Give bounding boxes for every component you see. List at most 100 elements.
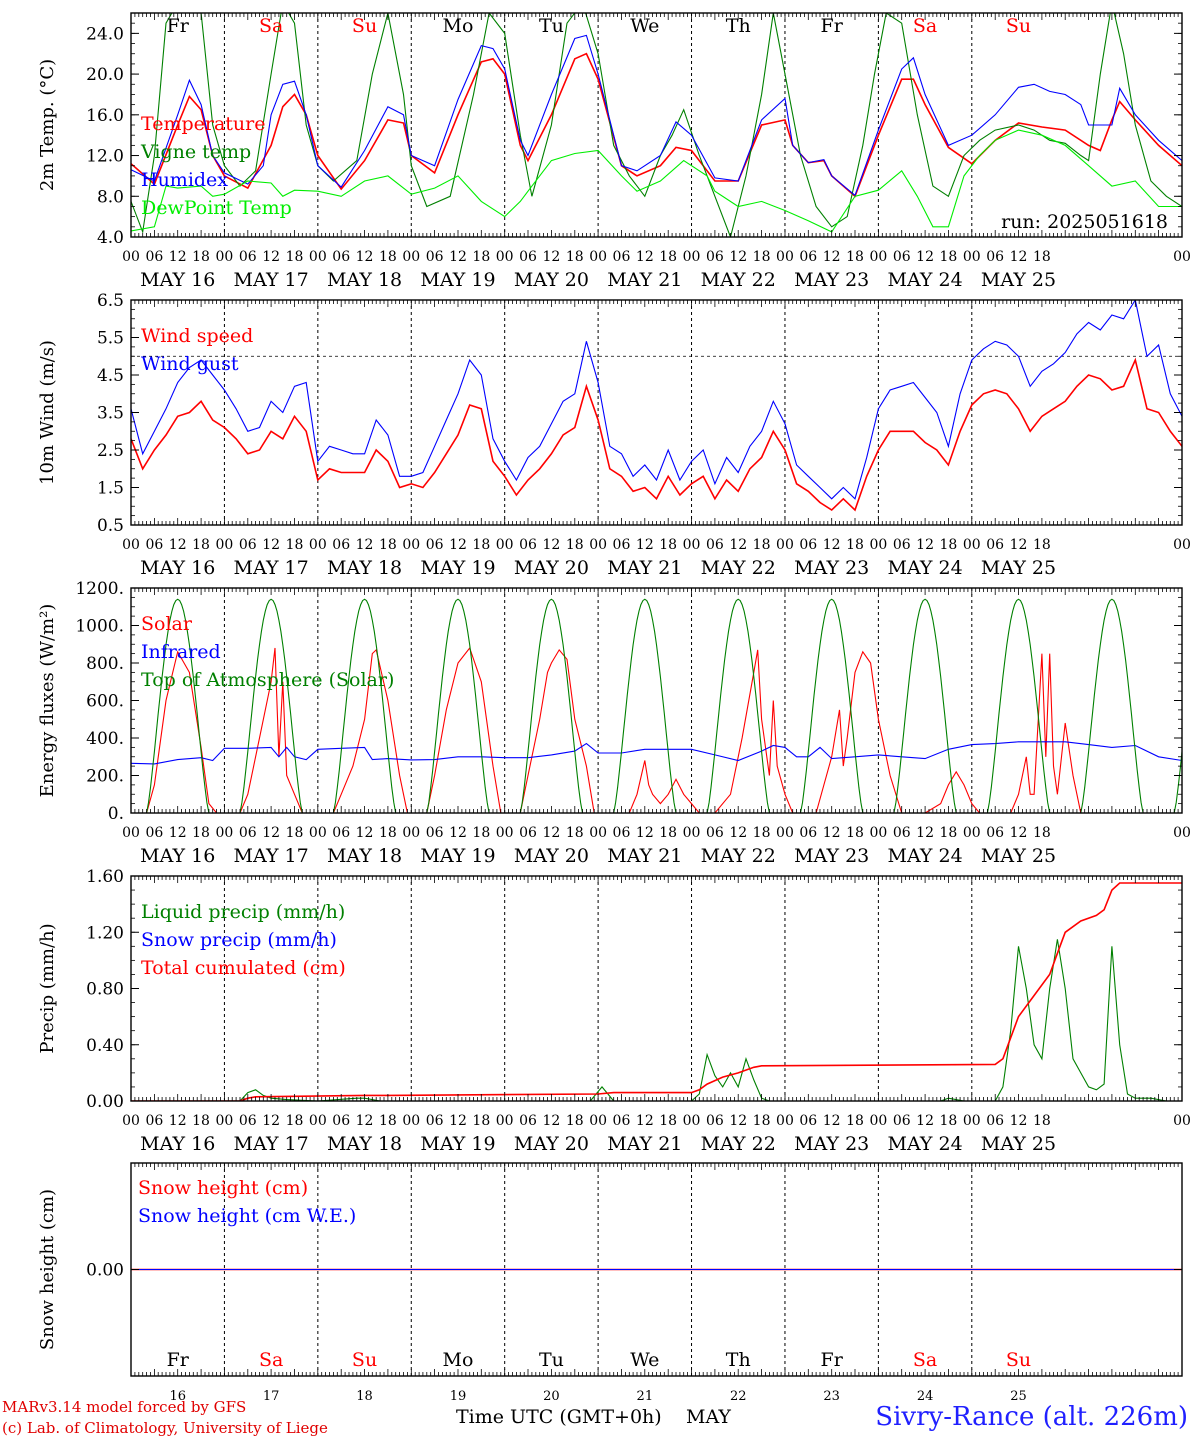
hour-tick-label: 12 [636, 249, 654, 265]
day-number: 20 [543, 1389, 560, 1404]
y-tick-label: 6.5 [97, 291, 124, 311]
hour-tick-label: 18 [192, 537, 210, 553]
hour-tick-label: 18 [753, 825, 771, 841]
hour-tick-label: 00 [402, 825, 420, 841]
weekday-label: Th [726, 15, 751, 37]
hour-tick-label: 00 [216, 825, 234, 841]
hour-tick-label: 12 [729, 825, 747, 841]
series-group [131, 13, 1182, 237]
y-tick-label: 1.60 [86, 867, 124, 887]
hour-tick-label: 18 [753, 537, 771, 553]
hour-tick-label: 18 [566, 1113, 584, 1129]
legend-entry: Temperature [141, 113, 265, 135]
legend-entry: Wind speed [141, 325, 253, 347]
hour-tick-label: 12 [356, 1113, 374, 1129]
hour-tick-label: 12 [542, 537, 560, 553]
date-label: MAY 24 [888, 845, 963, 867]
hour-tick-label: 00 [402, 1113, 420, 1129]
date-label: MAY 18 [327, 845, 402, 867]
y-tick-label: 1200. [75, 579, 124, 599]
hour-tick-label: 12 [449, 537, 467, 553]
weekday-label: Tu [539, 1349, 564, 1371]
hour-tick-label: 00 [963, 1113, 981, 1129]
hour-tick-label: 06 [799, 537, 817, 553]
date-label: MAY 21 [607, 1133, 682, 1155]
panel-4: 0.00 0.40 0.80 1.20 1.60 Precip (mm/h) Liquid … [37, 867, 1191, 1155]
date-label: MAY 22 [701, 269, 776, 291]
hour-tick-label: 00 [963, 537, 981, 553]
hour-tick-label: 06 [613, 825, 631, 841]
y-axis-label: Energy fluxes (W/m²) [37, 604, 58, 798]
hour-tick-label: 18 [1033, 537, 1051, 553]
weekday-label: Fr [167, 1349, 190, 1371]
date-label: MAY 23 [794, 269, 869, 291]
panel-5: 0.00 Snow height (cm) Snow height (cm) Snow… [37, 1162, 1183, 1404]
date-label: MAY 25 [981, 269, 1056, 291]
hour-tick-label: 06 [145, 249, 163, 265]
hour-tick-label: 00 [589, 249, 607, 265]
hour-tick-label: 06 [706, 537, 724, 553]
hour-tick-label: 00 [216, 1113, 234, 1129]
hour-tick-label: 00 [776, 825, 794, 841]
station-title: Sivry-Rance (alt. 226m) [875, 1402, 1188, 1432]
panel-1: 4.0 8.0 12.0 16.0 20.0 24.0 2m Temp. (°C) Tempe… [37, 12, 1191, 291]
hour-tick-label: 00 [776, 249, 794, 265]
date-label: MAY 17 [234, 557, 309, 579]
legend-entry: Solar [141, 613, 193, 635]
hour-tick-label: 00 [589, 1113, 607, 1129]
legend-entry: Total cumulated (cm) [141, 957, 346, 979]
weekday-label: Fr [821, 1349, 844, 1371]
date-label: MAY 16 [140, 1133, 215, 1155]
hour-tick-label: 06 [239, 1113, 257, 1129]
hour-tick-label: 06 [332, 1113, 350, 1129]
hour-tick-label: 12 [823, 825, 841, 841]
hour-tick-label: 12 [916, 249, 934, 265]
hour-tick-label: 12 [916, 1113, 934, 1129]
model-credit: MARv3.14 model forced by GFS [2, 1398, 247, 1416]
hour-tick-label: 00 [776, 1113, 794, 1129]
y-tick-label: 12.0 [86, 147, 124, 167]
y-tick-label: 5.5 [97, 329, 124, 349]
y-tick-label: 0. [108, 804, 124, 824]
y-tick-label: 0.80 [86, 980, 124, 1000]
legend-entry: Top of Atmosphere (Solar) [141, 669, 394, 691]
hour-tick-label: 06 [519, 249, 537, 265]
hour-tick-label: 00 [122, 537, 140, 553]
hour-tick-label: 06 [613, 249, 631, 265]
legend-entry: DewPoint Temp [141, 197, 292, 219]
hour-tick-label: 00 [1173, 825, 1191, 841]
panel-frame [130, 299, 1183, 526]
series-line-liquid-precip-mm-h- [131, 939, 1182, 1101]
hour-tick-label: 06 [239, 825, 257, 841]
weekday-label: Th [726, 1349, 751, 1371]
day-number: 22 [730, 1389, 747, 1404]
legend-entry: Snow precip (mm/h) [141, 929, 337, 951]
y-tick-label: 20.0 [86, 65, 124, 85]
series-line-dewpoint-temp [131, 129, 1182, 233]
hour-tick-label: 12 [356, 249, 374, 265]
y-tick-label: 0.40 [86, 1036, 124, 1056]
day-number: 18 [356, 1389, 373, 1404]
hour-tick-label: 18 [192, 1113, 210, 1129]
date-label: MAY 17 [234, 845, 309, 867]
hour-tick-label: 12 [916, 537, 934, 553]
hour-tick-label: 06 [332, 537, 350, 553]
weekday-label: Mo [443, 1349, 474, 1371]
series-line-solar [131, 646, 1089, 813]
hour-tick-label: 00 [496, 249, 514, 265]
y-tick-label: 1000. [75, 617, 124, 637]
hour-tick-label: 18 [846, 537, 864, 553]
hour-tick-label: 00 [683, 537, 701, 553]
hour-tick-label: 18 [846, 249, 864, 265]
hour-tick-label: 12 [1010, 537, 1028, 553]
date-label: MAY 22 [701, 557, 776, 579]
hour-tick-label: 18 [940, 825, 958, 841]
y-axis-label: 10m Wind (m/s) [37, 340, 58, 485]
x-ticks [130, 1163, 1183, 1376]
date-label: MAY 24 [888, 269, 963, 291]
y-tick-label: 0.00 [86, 1261, 124, 1281]
hour-tick-label: 00 [776, 537, 794, 553]
hour-tick-label: 00 [589, 825, 607, 841]
series-line-total-cumulated-cm- [131, 882, 1182, 1101]
